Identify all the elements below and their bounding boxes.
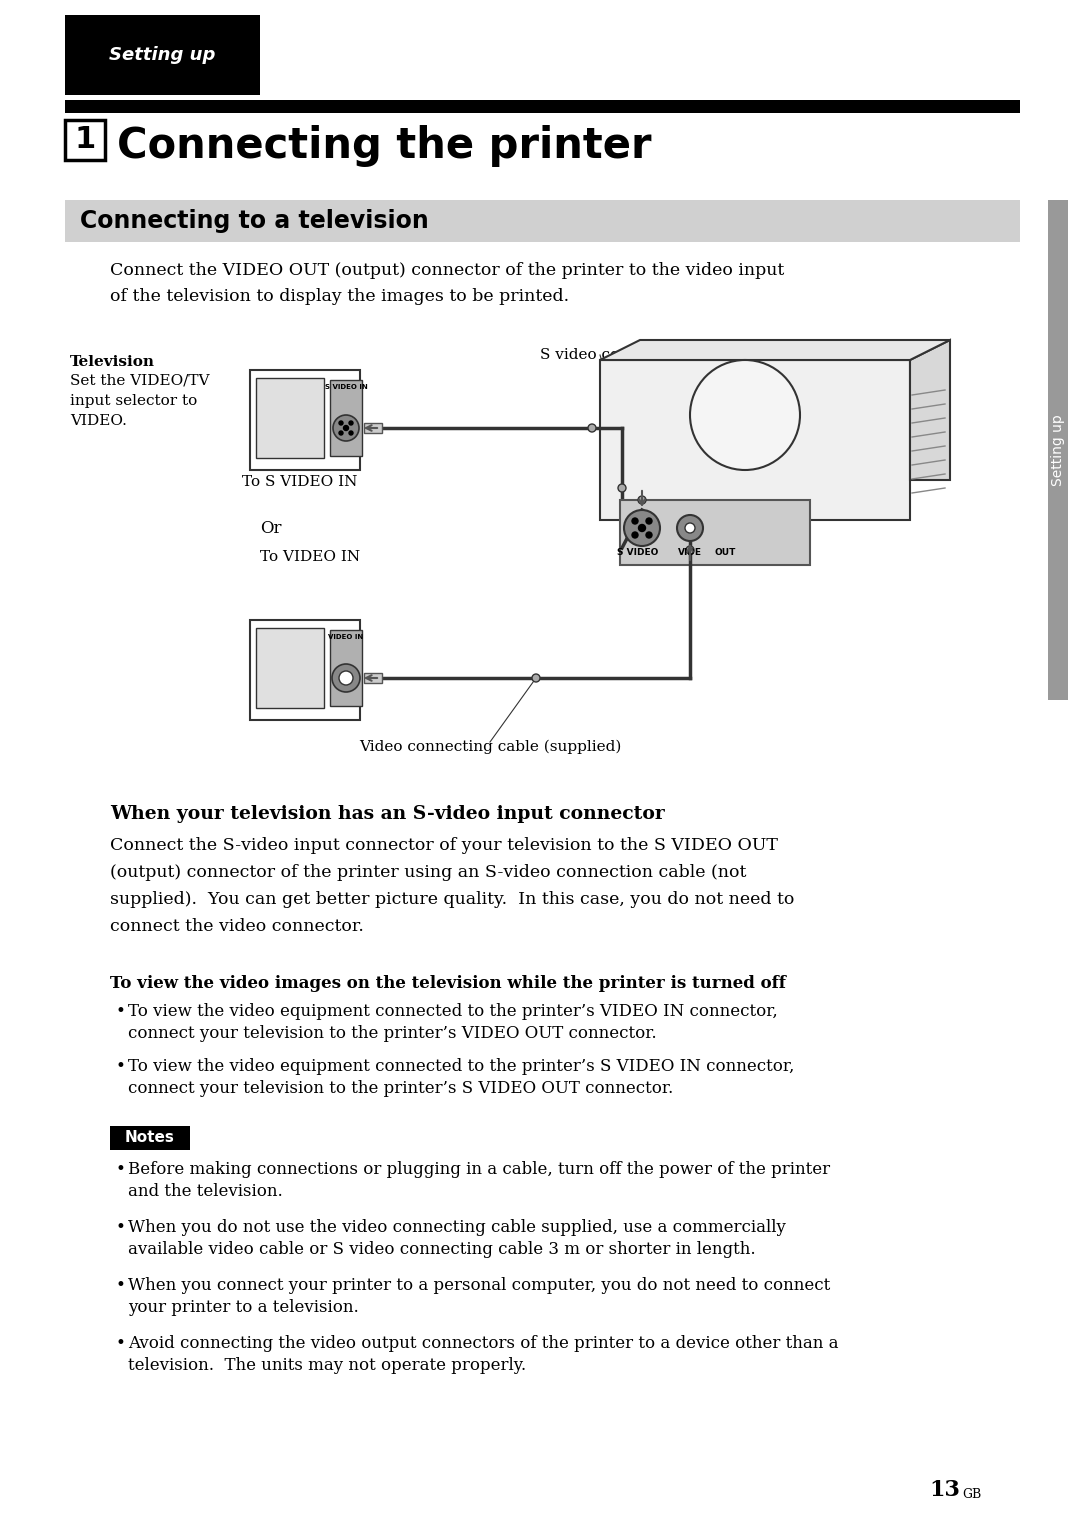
Text: Avoid connecting the video output connectors of the printer to a device other th: Avoid connecting the video output connec…	[129, 1335, 838, 1352]
Bar	[249, 370, 360, 469]
Text: television.  The units may not operate properly.: television. The units may not operate pr…	[129, 1358, 526, 1375]
Circle shape	[588, 424, 596, 433]
Circle shape	[333, 414, 359, 440]
Text: VIDE: VIDE	[678, 547, 702, 557]
Text: connect the video connector.: connect the video connector.	[110, 917, 364, 936]
Bar	[600, 359, 910, 520]
Text: Setting up: Setting up	[1051, 414, 1065, 486]
Text: Connecting the printer: Connecting the printer	[117, 125, 651, 167]
Circle shape	[632, 518, 638, 524]
Text: S VIDEO IN: S VIDEO IN	[325, 384, 367, 390]
Text: supplied).  You can get better picture quality.  In this case, you do not need t: supplied). You can get better picture qu…	[110, 891, 795, 908]
Circle shape	[685, 523, 696, 534]
Text: Connecting to a television: Connecting to a television	[80, 209, 429, 232]
Circle shape	[646, 518, 652, 524]
Bar	[65, 99, 1020, 113]
Circle shape	[632, 532, 638, 538]
Text: •: •	[114, 1335, 125, 1352]
Text: •: •	[114, 1219, 125, 1235]
Text: connect your television to the printer’s S VIDEO OUT connector.: connect your television to the printer’s…	[129, 1079, 673, 1096]
Circle shape	[349, 431, 353, 434]
Bar	[620, 500, 810, 566]
Text: of the television to display the images to be printed.: of the television to display the images …	[110, 287, 569, 304]
Text: •: •	[114, 1277, 125, 1294]
Bar	[256, 378, 324, 459]
Text: Notes: Notes	[125, 1130, 175, 1145]
Text: To S VIDEO IN: To S VIDEO IN	[242, 476, 357, 489]
Text: To view the video equipment connected to the printer’s S VIDEO IN connector,: To view the video equipment connected to…	[129, 1058, 795, 1075]
Text: (output) connector of the printer using an S-video connection cable (not: (output) connector of the printer using …	[110, 864, 746, 881]
Text: connect your television to the printer’s VIDEO OUT connector.: connect your television to the printer’s…	[129, 1024, 657, 1041]
Polygon shape	[910, 339, 950, 480]
Text: Connect the S-video input connector of your television to the S VIDEO OUT: Connect the S-video input connector of y…	[110, 836, 778, 855]
Text: To view the video images on the television while the printer is turned off: To view the video images on the televisi…	[110, 976, 786, 992]
Circle shape	[638, 524, 646, 532]
Text: and the television.: and the television.	[129, 1183, 283, 1200]
Text: •: •	[114, 1003, 125, 1020]
Text: S video connecting cable (not supplied): S video connecting cable (not supplied)	[540, 349, 846, 362]
Text: When you do not use the video connecting cable supplied, use a commercially: When you do not use the video connecting…	[129, 1219, 786, 1235]
Text: Or: Or	[260, 520, 282, 537]
Bar	[364, 424, 382, 433]
Text: •: •	[114, 1161, 125, 1177]
Circle shape	[332, 664, 360, 693]
Circle shape	[646, 532, 652, 538]
Bar	[1048, 200, 1068, 700]
Circle shape	[624, 511, 660, 546]
Circle shape	[339, 431, 343, 434]
Bar	[65, 119, 105, 161]
Text: When you connect your printer to a personal computer, you do not need to connect: When you connect your printer to a perso…	[129, 1277, 831, 1294]
Text: Video connecting cable (supplied): Video connecting cable (supplied)	[359, 740, 621, 754]
Text: S VIDEO: S VIDEO	[618, 547, 659, 557]
Bar	[110, 1125, 190, 1150]
Text: GB: GB	[962, 1488, 982, 1501]
Text: your printer to a television.: your printer to a television.	[129, 1300, 359, 1316]
Bar	[65, 15, 260, 95]
Circle shape	[343, 425, 349, 431]
Circle shape	[532, 674, 540, 682]
Text: •: •	[114, 1058, 125, 1075]
Text: Television: Television	[70, 355, 156, 368]
Bar	[364, 673, 382, 683]
Bar	[249, 619, 360, 720]
Circle shape	[677, 515, 703, 541]
Text: Set the VIDEO/TV
input selector to
VIDEO.: Set the VIDEO/TV input selector to VIDEO…	[70, 373, 210, 428]
Bar	[65, 200, 1020, 242]
Text: available video cable or S video connecting cable 3 m or shorter in length.: available video cable or S video connect…	[129, 1242, 756, 1258]
Text: OUT: OUT	[714, 547, 735, 557]
Bar	[256, 628, 324, 708]
Bar	[330, 630, 362, 706]
Text: 1: 1	[75, 125, 96, 154]
Circle shape	[618, 485, 626, 492]
Text: Before making connections or plugging in a cable, turn off the power of the prin: Before making connections or plugging in…	[129, 1161, 831, 1177]
Circle shape	[686, 546, 694, 553]
Text: When your television has an S-video input connector: When your television has an S-video inpu…	[110, 804, 665, 823]
Text: Connect the VIDEO OUT (output) connector of the printer to the video input: Connect the VIDEO OUT (output) connector…	[110, 261, 784, 278]
Text: To view the video equipment connected to the printer’s VIDEO IN connector,: To view the video equipment connected to…	[129, 1003, 778, 1020]
Circle shape	[690, 359, 800, 469]
Text: VIDEO IN: VIDEO IN	[328, 635, 364, 641]
Circle shape	[339, 420, 343, 425]
Text: Setting up: Setting up	[109, 46, 216, 64]
Text: To VIDEO IN: To VIDEO IN	[260, 550, 360, 564]
Circle shape	[349, 420, 353, 425]
Text: 13: 13	[929, 1479, 960, 1501]
Polygon shape	[600, 339, 950, 359]
Bar	[330, 381, 362, 456]
Circle shape	[638, 495, 646, 505]
Circle shape	[339, 671, 353, 685]
